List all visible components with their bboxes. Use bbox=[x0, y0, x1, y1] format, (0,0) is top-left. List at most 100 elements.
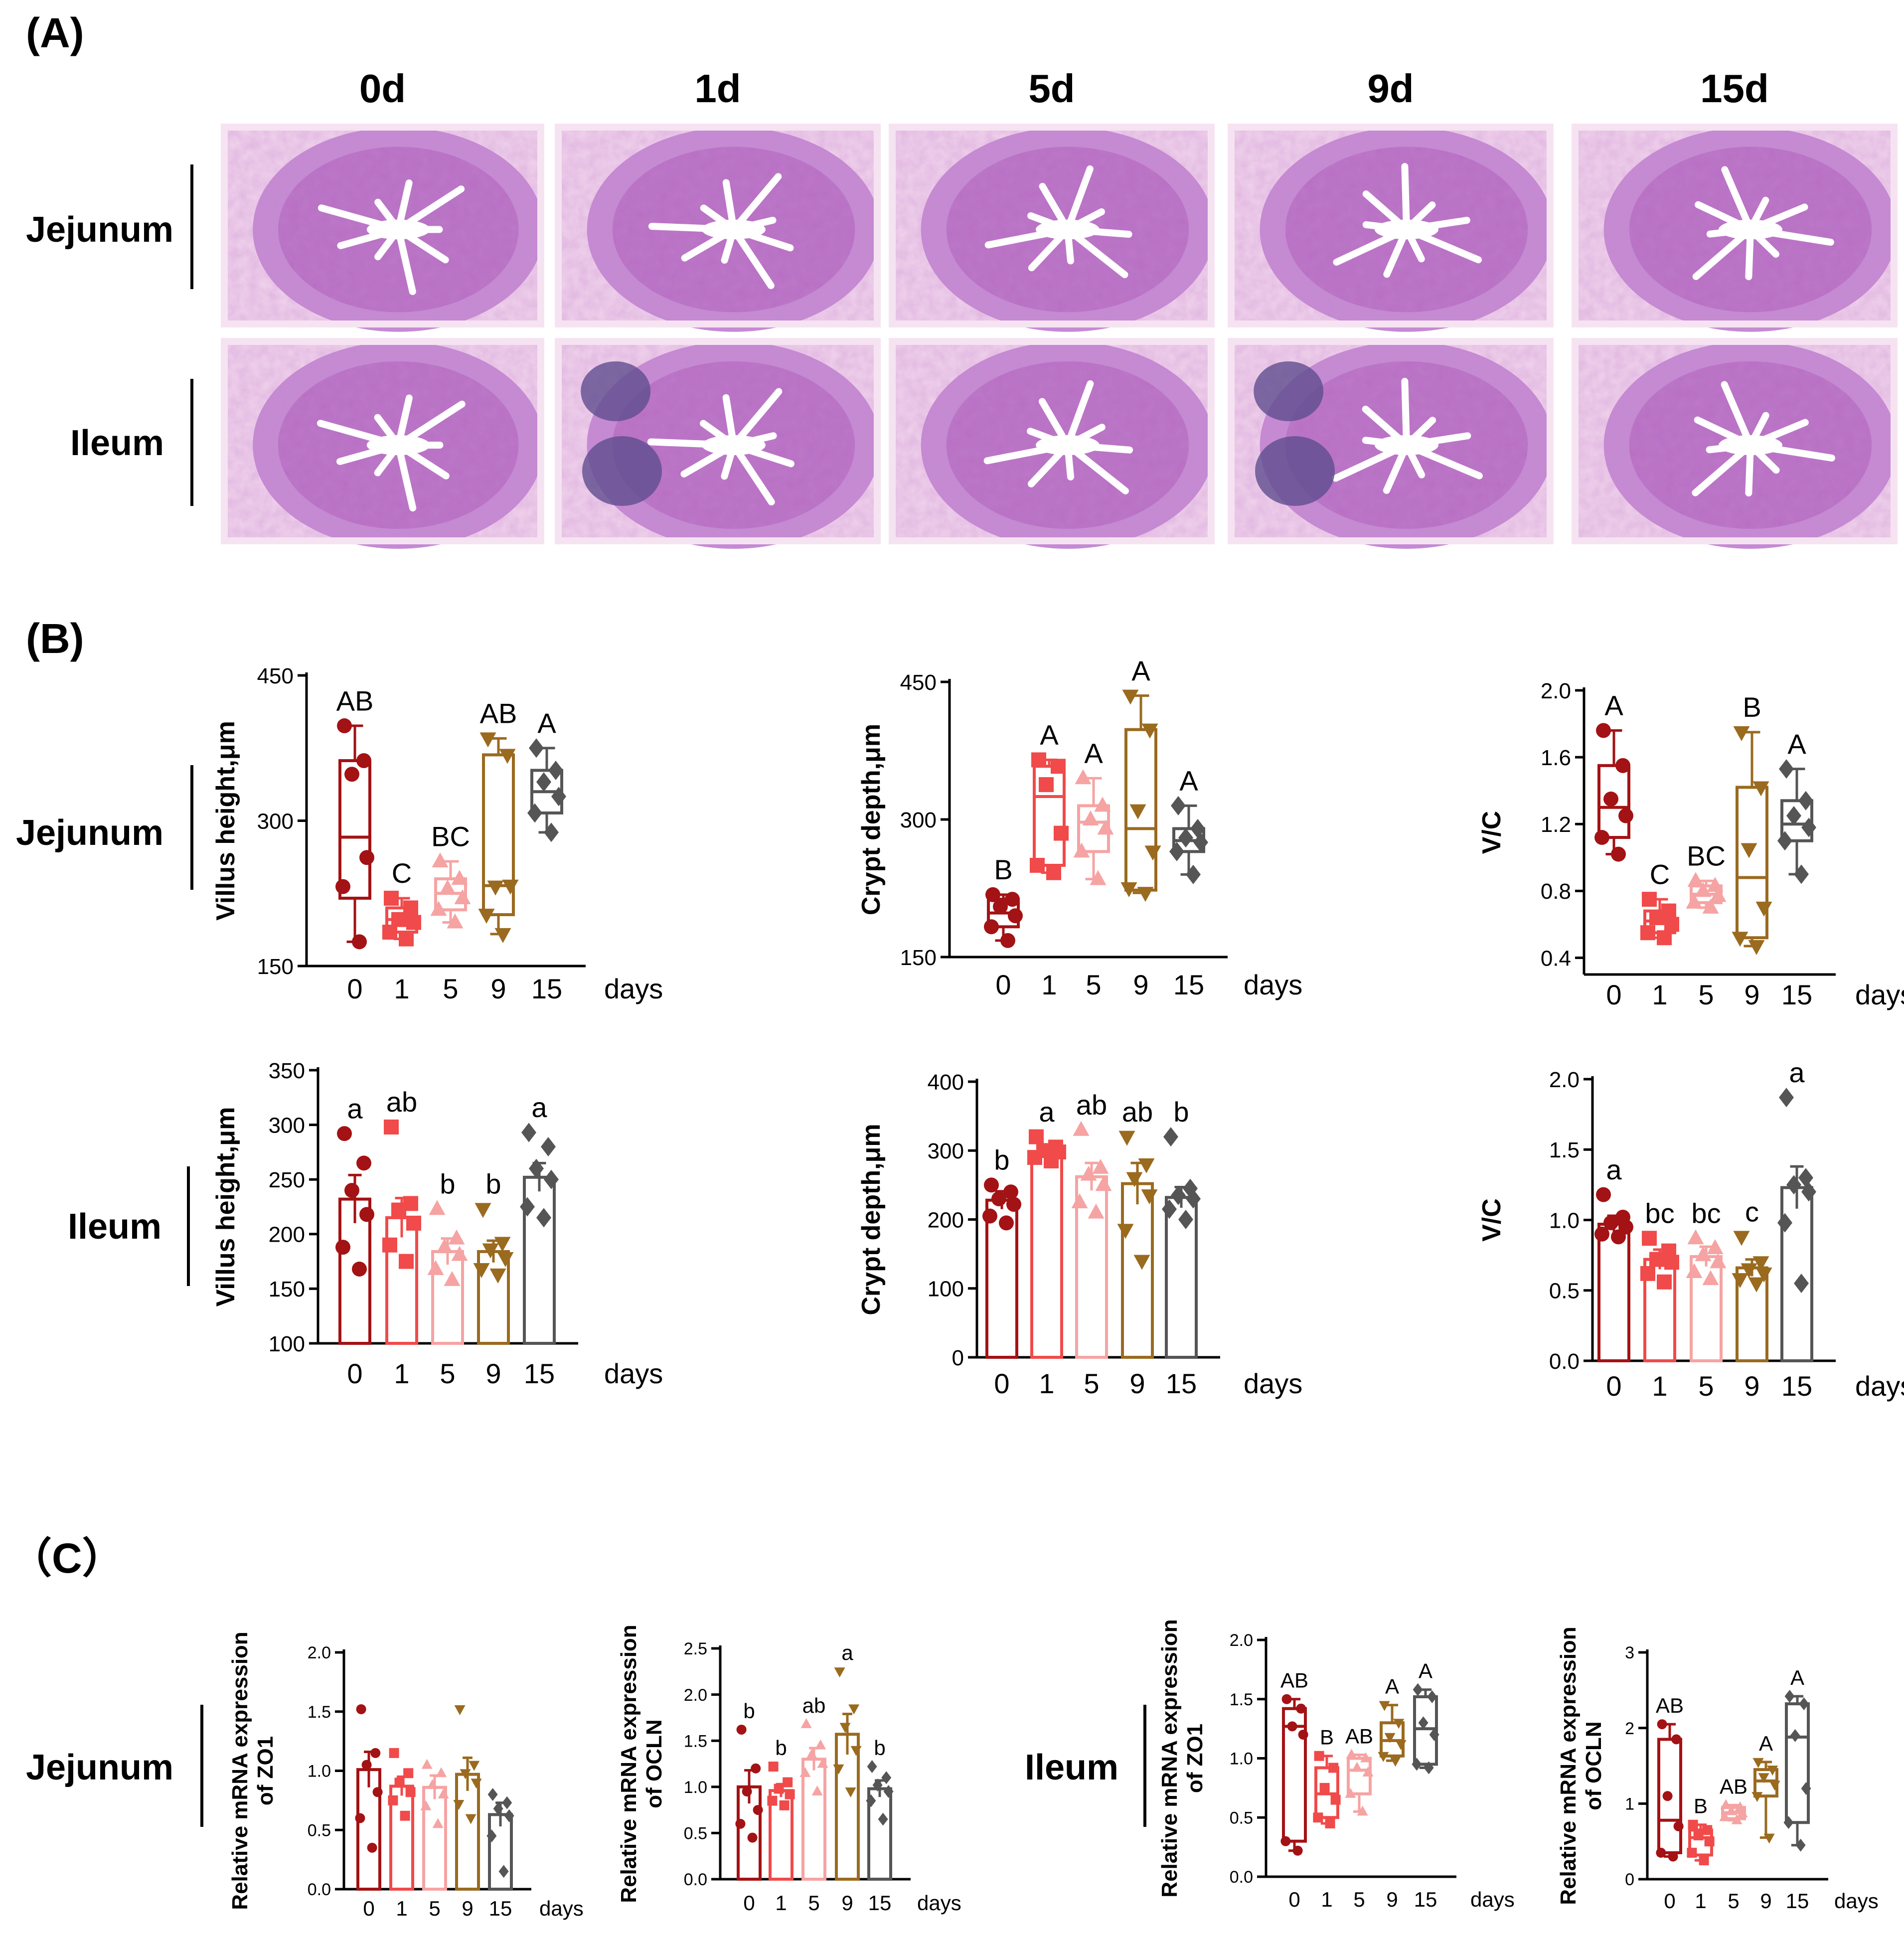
data-point bbox=[1783, 1816, 1794, 1829]
significance-letter: B bbox=[994, 854, 1012, 885]
histology-image bbox=[1572, 124, 1898, 332]
data-point bbox=[1008, 908, 1023, 924]
data-point bbox=[1640, 1266, 1655, 1281]
significance-letter: a bbox=[841, 1641, 853, 1664]
box bbox=[338, 759, 371, 900]
data-point bbox=[1054, 825, 1069, 841]
data-point bbox=[382, 924, 397, 940]
data-point bbox=[337, 718, 352, 734]
data-point bbox=[1795, 1838, 1806, 1852]
significance-letter: B bbox=[1694, 1794, 1708, 1818]
data-point bbox=[1088, 1203, 1105, 1219]
data-point bbox=[866, 1794, 876, 1807]
y-axis-label: Relative mRNA expressionof OCLN bbox=[617, 1624, 666, 1903]
data-point bbox=[1752, 781, 1769, 797]
data-point bbox=[848, 1704, 860, 1715]
data-point bbox=[1418, 1716, 1428, 1730]
data-point bbox=[1662, 1791, 1673, 1801]
data-point bbox=[1424, 1761, 1434, 1775]
data-point bbox=[1748, 1277, 1765, 1293]
data-point bbox=[867, 1760, 877, 1774]
data-point bbox=[1313, 1812, 1323, 1823]
data-point bbox=[451, 870, 468, 885]
histology-column-label: 1d bbox=[694, 66, 741, 111]
data-point bbox=[1710, 887, 1727, 902]
data-point bbox=[430, 901, 447, 916]
x-tick-label: 1 bbox=[1039, 1368, 1054, 1399]
data-point bbox=[1092, 1158, 1109, 1174]
data-point bbox=[1687, 1847, 1697, 1858]
y-tick-label: 350 bbox=[269, 1059, 305, 1083]
data-point bbox=[529, 1158, 544, 1178]
histology-column-label: 15d bbox=[1700, 66, 1769, 111]
box bbox=[1736, 786, 1768, 940]
data-point bbox=[1642, 1231, 1657, 1246]
data-point bbox=[451, 1246, 468, 1261]
x-tick-label: 9 bbox=[841, 1891, 853, 1915]
data-point bbox=[352, 1261, 367, 1277]
significance-letter: A bbox=[537, 707, 556, 739]
significance-letter: a bbox=[1789, 1057, 1805, 1088]
panel-label-b: (B) bbox=[26, 615, 84, 662]
significance-letter: a bbox=[1606, 1154, 1622, 1185]
significance-letter: C bbox=[1650, 858, 1670, 890]
data-point bbox=[548, 760, 563, 780]
data-point bbox=[544, 1169, 559, 1189]
data-point bbox=[817, 1758, 828, 1768]
x-tick-label: 5 bbox=[1084, 1368, 1099, 1399]
x-tick-label: 15 bbox=[1781, 1370, 1812, 1402]
box bbox=[1413, 1695, 1438, 1766]
data-point bbox=[1710, 1253, 1727, 1269]
histology-row-label: Jejunum bbox=[26, 210, 173, 250]
x-tick-label: 5 bbox=[1698, 1370, 1714, 1402]
data-point bbox=[1094, 797, 1111, 812]
data-point bbox=[1786, 1175, 1801, 1195]
significance-letter: a bbox=[531, 1092, 547, 1123]
x-tick-label: 9 bbox=[1133, 969, 1148, 1000]
data-point bbox=[478, 909, 495, 924]
y-axis-label: Villus height,μm bbox=[211, 1107, 240, 1307]
significance-letter: AB bbox=[1280, 1669, 1308, 1692]
histology-column-label: 0d bbox=[359, 66, 406, 111]
data-point bbox=[1801, 1182, 1816, 1202]
significance-letter: BC bbox=[1687, 840, 1726, 871]
data-point bbox=[473, 1263, 490, 1278]
data-point bbox=[993, 899, 1008, 914]
data-point bbox=[1720, 1799, 1732, 1809]
y-axis-label: V/C bbox=[1477, 1198, 1506, 1242]
data-point bbox=[991, 1191, 1006, 1207]
y-tick-label: 2.0 bbox=[1541, 679, 1571, 703]
data-point bbox=[454, 889, 471, 904]
significance-letter: B bbox=[1320, 1726, 1334, 1749]
data-point bbox=[1395, 1740, 1407, 1750]
data-point bbox=[1741, 1263, 1757, 1279]
data-point bbox=[1596, 1187, 1611, 1202]
data-point bbox=[1640, 925, 1655, 941]
data-point bbox=[421, 1759, 433, 1769]
data-point bbox=[355, 1813, 365, 1823]
x-tick-label: 0 bbox=[1288, 1888, 1300, 1911]
data-point bbox=[1412, 1758, 1422, 1771]
data-point bbox=[1649, 910, 1664, 925]
data-point bbox=[487, 1788, 498, 1801]
data-point bbox=[502, 879, 519, 895]
data-point bbox=[494, 1237, 511, 1252]
data-point bbox=[1073, 842, 1090, 858]
data-point bbox=[735, 1818, 746, 1829]
data-point bbox=[1798, 1168, 1813, 1188]
data-point bbox=[1039, 777, 1054, 793]
data-point bbox=[400, 1810, 410, 1821]
data-point bbox=[1379, 1701, 1390, 1711]
data-point bbox=[1133, 1255, 1150, 1270]
data-point bbox=[1594, 1226, 1609, 1242]
data-point bbox=[384, 1119, 399, 1134]
x-unit-label: days bbox=[1244, 1368, 1302, 1399]
x-tick-label: 9 bbox=[1744, 979, 1759, 1010]
data-point bbox=[984, 919, 999, 935]
data-point bbox=[1298, 1730, 1308, 1740]
data-point bbox=[767, 1795, 778, 1806]
